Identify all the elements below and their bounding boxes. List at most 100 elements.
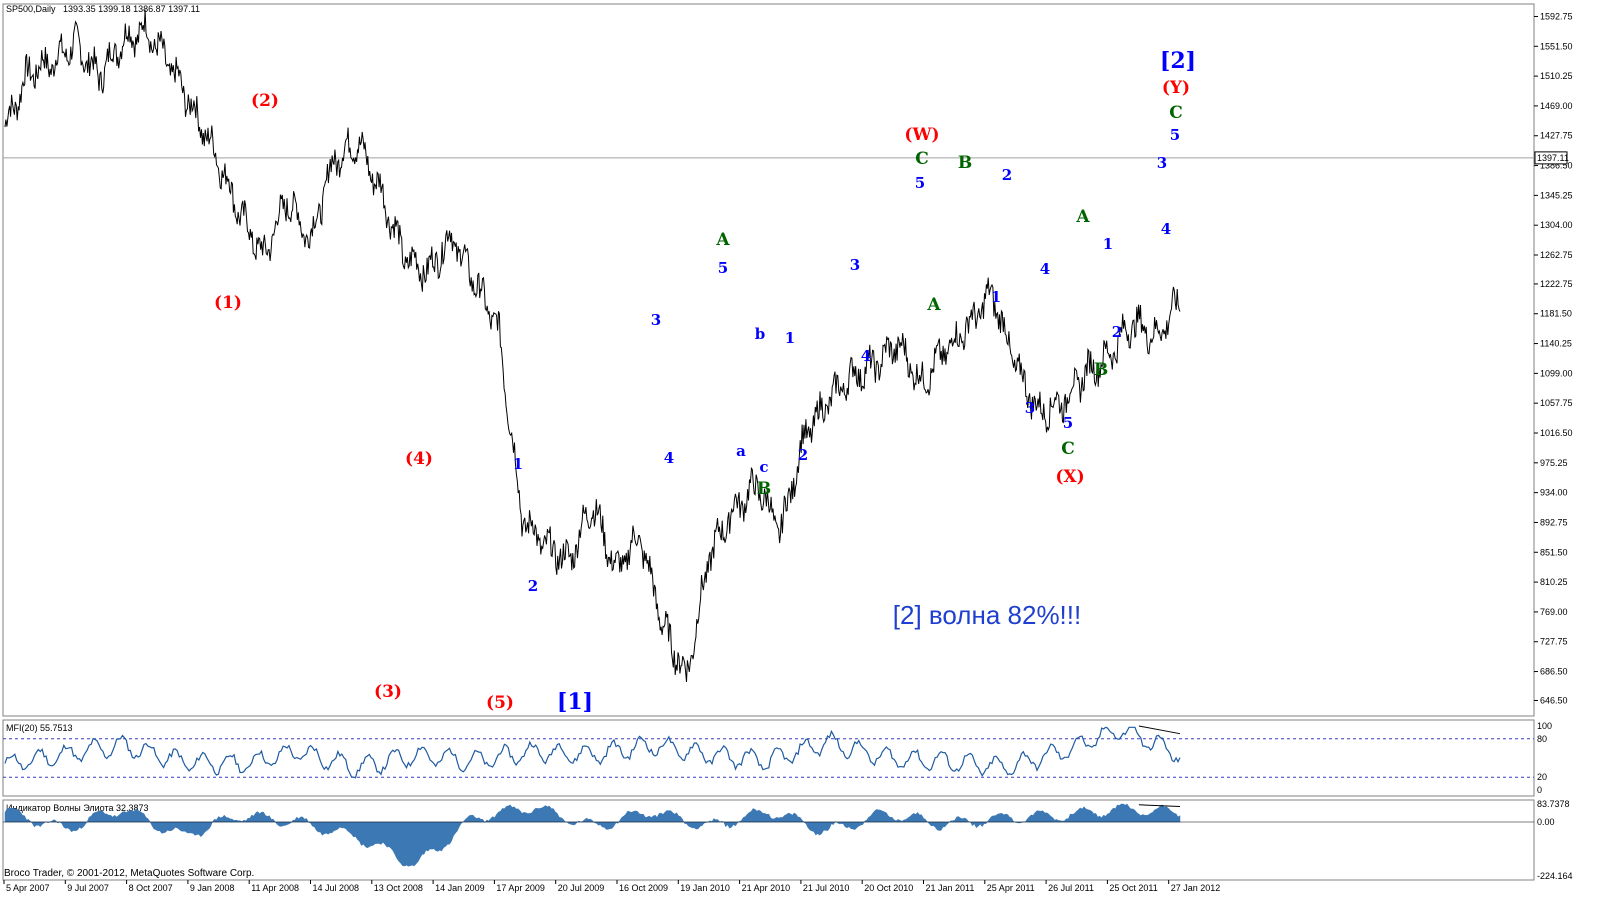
symbol-label: SP500,Daily 1393.35 1399.18 1386.87 1397…	[6, 4, 200, 14]
wave-label-22: 5	[915, 174, 925, 192]
price-tick-label: 1386.50	[1540, 161, 1573, 171]
price-tick-label: 1469.00	[1540, 101, 1573, 111]
price-series	[4, 9, 1181, 683]
ew-tick-label: 0.00	[1537, 817, 1555, 827]
wave-label-12: b	[755, 325, 766, 343]
symbol: SP500,Daily	[6, 4, 56, 14]
date-tick-label: 9 Jan 2008	[190, 883, 235, 893]
price-tick-label: 1016.50	[1540, 428, 1573, 438]
price-tick-label: 1551.50	[1540, 41, 1573, 51]
wave-label-34: 2	[1112, 323, 1122, 341]
wave-label-30: C	[1061, 439, 1075, 459]
date-tick-label: 21 Jan 2011	[926, 883, 975, 893]
wave-label-0: (2)	[251, 91, 279, 111]
current-price-label: 1397.11	[1537, 153, 1569, 163]
current-price-box	[1534, 151, 1568, 165]
ew-tick-label: 83.7378	[1537, 799, 1570, 809]
price-tick-label: 1099.00	[1540, 368, 1573, 378]
wave-label-13: a	[736, 442, 746, 460]
mfi-tick-label: 0	[1537, 785, 1542, 795]
wave-label-21: C	[915, 149, 929, 169]
panel-frame-1	[2, 3, 1535, 717]
price-tick-label: 975.25	[1540, 458, 1568, 468]
wave-label-18: 3	[850, 256, 860, 274]
wave-label-37: (Y)	[1162, 78, 1190, 98]
panel-frame-2	[2, 719, 1535, 797]
date-tick-label: 21 Jul 2010	[803, 883, 850, 893]
price-tick-label: 1592.75	[1540, 11, 1573, 21]
wave-label-3: (3)	[374, 682, 402, 702]
mfi-tick-label: 100	[1537, 721, 1552, 731]
wave-label-20: (W)	[904, 125, 939, 145]
wave-label-9: 4	[664, 449, 674, 467]
wave-label-7: 2	[528, 577, 538, 595]
date-tick-label: 9 Jul 2007	[67, 883, 109, 893]
wave-label-31: (X)	[1055, 467, 1084, 487]
wave-label-25: 2	[1002, 166, 1012, 184]
date-tick-label: 20 Oct 2010	[864, 883, 913, 893]
date-tick-label: 20 Jul 2009	[558, 883, 605, 893]
wave-label-11: 5	[718, 259, 728, 277]
wave-percent-annotation: [2] волна 82%!!!	[893, 600, 1081, 630]
wave-label-4: (5)	[486, 693, 514, 713]
price-tick-label: 727.75	[1540, 637, 1568, 647]
date-tick-label: 21 Apr 2010	[742, 883, 791, 893]
wave-label-39: 5	[1170, 126, 1180, 144]
price-tick-label: 1140.25	[1540, 339, 1572, 349]
panel-frame-3	[2, 799, 1535, 881]
mfi-divergence-line	[1138, 725, 1181, 735]
price-tick-label: 1345.25	[1540, 190, 1573, 200]
price-tick-label: 810.25	[1540, 577, 1568, 587]
price-tick-label: 934.00	[1540, 488, 1568, 498]
wave-label-26: 1	[991, 288, 1001, 306]
wave-label-38: C	[1169, 103, 1183, 123]
wave-label-14: c	[759, 458, 768, 476]
wave-label-41: 4	[1161, 220, 1171, 238]
date-tick-label: 27 Jan 2012	[1171, 883, 1221, 893]
price-tick-label: 646.50	[1540, 695, 1568, 705]
wave-label-5: [1]	[557, 689, 593, 715]
date-tick-label: 14 Jul 2008	[313, 883, 360, 893]
wave-label-40: 3	[1157, 154, 1167, 172]
ew-indicator-label: Индикатор Волны Элиота 32.3873	[6, 803, 149, 813]
wave-label-35: B	[1094, 360, 1108, 380]
wave-label-19: 4	[861, 347, 871, 365]
price-tick-label: 1181.50	[1540, 309, 1572, 319]
wave-label-24: A	[926, 295, 941, 315]
price-tick-label: 769.00	[1540, 607, 1568, 617]
mfi-label: MFI(20) 55.7513	[6, 723, 73, 733]
date-tick-label: 5 Apr 2007	[6, 883, 50, 893]
date-tick-label: 13 Oct 2008	[374, 883, 423, 893]
price-tick-label: 686.50	[1540, 667, 1568, 677]
date-tick-label: 11 Apr 2008	[251, 883, 299, 893]
date-tick-label: 26 Jul 2011	[1048, 883, 1094, 893]
wave-label-33: 1	[1103, 235, 1113, 253]
date-tick-label: 19 Jan 2010	[680, 883, 730, 893]
wave-label-15: B	[757, 479, 771, 499]
ew-divergence-line	[1138, 804, 1181, 808]
price-tick-label: 892.75	[1540, 517, 1568, 527]
mfi-series	[4, 726, 1181, 779]
wave-label-36: [2]	[1160, 48, 1196, 74]
date-tick-label: 25 Oct 2011	[1109, 883, 1157, 893]
price-tick-label: 851.50	[1540, 547, 1568, 557]
date-tick-label: 17 Apr 2009	[496, 883, 545, 893]
price-tick-label: 1510.25	[1540, 71, 1573, 81]
wave-label-1: (1)	[214, 293, 242, 313]
wave-label-8: 3	[651, 311, 661, 329]
mfi-tick-label: 20	[1537, 772, 1547, 782]
price-tick-label: 1304.00	[1540, 220, 1573, 230]
ohlc-values: 1393.35 1399.18 1386.87 1397.11	[63, 4, 201, 14]
date-tick-label: 14 Jan 2009	[435, 883, 485, 893]
ew-tick-label: -224.164	[1537, 871, 1573, 881]
ew-oscillator-area	[4, 803, 1181, 867]
price-tick-label: 1057.75	[1540, 398, 1573, 408]
price-tick-label: 1222.75	[1540, 279, 1573, 289]
wave-label-27: 4	[1040, 260, 1050, 278]
wave-label-28: 3	[1025, 399, 1035, 417]
wave-label-10: A	[715, 230, 730, 250]
price-tick-label: 1262.75	[1540, 250, 1573, 260]
wave-label-32: A	[1075, 207, 1090, 227]
